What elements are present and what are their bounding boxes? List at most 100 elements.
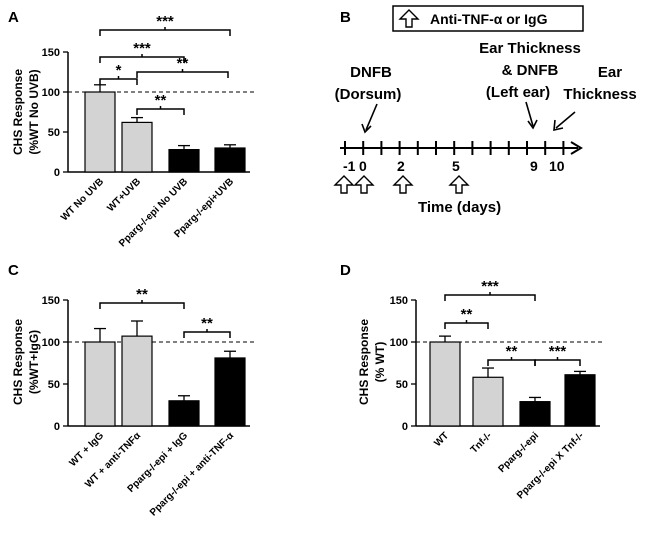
up-arrow-icon [392, 175, 414, 194]
significance-label: *** [133, 40, 151, 57]
category-label: WT+UVB [105, 176, 143, 214]
significance-label: *** [549, 343, 567, 360]
y-tick-label: 100 [390, 337, 408, 349]
significance-label: ** [506, 343, 518, 360]
significance-bracket [99, 29, 231, 36]
bar [429, 341, 461, 427]
panel-letter-b: B [340, 9, 351, 26]
significance-label: *** [481, 278, 499, 295]
significance-bracket [136, 71, 229, 78]
bar [564, 374, 596, 427]
treatment-legend-box [392, 5, 584, 32]
timeline-panel: Anti-TNF-α or IgG -1 0 2 5 9 10 Time (da… [333, 5, 637, 216]
timeline-tick-label: 10 [549, 158, 565, 174]
category-label: Tnf-/- [469, 430, 494, 455]
chart-panel-a: 0 50 100 150 CHS Response (%WT No UVB) WT No U… [11, 13, 255, 249]
timeline-tick-label: 2 [397, 158, 405, 174]
significance-label: ** [155, 92, 167, 109]
category-label: WT [432, 430, 451, 449]
y-tick-label: 150 [390, 295, 408, 307]
y-tick-label: 100 [42, 87, 60, 99]
bar [121, 335, 153, 427]
event-label: DNFB [350, 64, 392, 81]
significance-bracket [99, 78, 138, 85]
event-pointer [555, 111, 576, 129]
panel-letter-c: C [8, 262, 19, 279]
bar [472, 376, 504, 427]
bar [519, 401, 551, 427]
bar [84, 341, 116, 427]
treatment-arrow [448, 175, 470, 194]
y-tick-label: 50 [48, 127, 60, 139]
significance-bracket [487, 359, 536, 366]
y-axis-label: CHS Response [357, 319, 371, 405]
event-pointer [365, 103, 378, 131]
y-tick-label: 50 [396, 379, 408, 391]
y-tick-label: 0 [402, 421, 408, 433]
treatment-arrow [392, 175, 414, 194]
up-arrow-icon [353, 175, 375, 194]
y-tick-label: 0 [54, 421, 60, 433]
category-label: Pparg-/-epi + anti-TNF-α [148, 430, 237, 519]
treatment-arrow [333, 175, 355, 194]
significance-label: ** [136, 286, 148, 303]
y-axis-label: (%WT No UVB) [27, 69, 41, 154]
significance-label: * [116, 62, 122, 79]
event-pointer-head [527, 119, 538, 130]
treatment-legend-label: Anti-TNF-α or IgG [430, 11, 548, 27]
up-arrow-icon [398, 9, 420, 28]
panel-letter-d: D [340, 262, 351, 279]
treatment-arrow [353, 175, 375, 194]
y-tick-label: 0 [54, 167, 60, 179]
timeline-tick-label: 5 [452, 158, 460, 174]
bar [168, 149, 200, 173]
event-label: Ear Thickness [479, 40, 581, 57]
y-axis-label: (% WT) [373, 342, 387, 383]
event-label: Ear [598, 64, 622, 81]
event-label: (Dorsum) [335, 86, 402, 103]
panel-letter-a: A [8, 9, 19, 26]
y-tick-label: 50 [48, 379, 60, 391]
up-arrow-icon [333, 175, 355, 194]
event-label: (Left ear) [486, 84, 550, 101]
significance-bracket [534, 359, 581, 366]
bar [214, 147, 246, 173]
y-tick-label: 150 [42, 295, 60, 307]
bar [84, 91, 116, 173]
event-label: & DNFB [502, 62, 559, 79]
significance-bracket [183, 331, 231, 338]
significance-bracket [136, 108, 185, 115]
timeline-tick-label: 0 [359, 158, 367, 174]
timeline-tick-label: -1 [343, 158, 356, 174]
significance-bracket [99, 302, 185, 309]
bar [168, 400, 200, 427]
timeline-arrowhead [570, 141, 583, 155]
bar [214, 357, 246, 427]
event-pointer [525, 101, 534, 127]
y-axis-label: (%WT+IgG) [27, 330, 41, 394]
category-label: Pparg-/-epi [496, 430, 541, 475]
y-axis-label: CHS Response [11, 319, 25, 405]
event-pointer-head [361, 123, 372, 134]
event-pointer-head [553, 119, 564, 132]
significance-label: *** [156, 13, 174, 30]
chart-panel-d: 0 50 100 150 CHS Response (% WT) WT Tnf-/- Pparg… [357, 278, 605, 501]
significance-bracket [444, 322, 489, 329]
timeline-axis-label: Time (days) [418, 199, 501, 216]
significance-label: ** [461, 306, 473, 323]
category-label: WT + IgG [68, 430, 107, 469]
significance-bracket [444, 294, 536, 301]
significance-label: ** [177, 55, 189, 72]
category-label: WT No UVB [59, 176, 106, 223]
bar [121, 121, 153, 173]
timeline-ticks [344, 141, 565, 155]
y-tick-label: 100 [42, 337, 60, 349]
y-axis-label: CHS Response [11, 69, 25, 155]
event-label: Thickness [563, 86, 636, 103]
timeline-tick-label: 9 [530, 158, 538, 174]
y-tick-label: 150 [42, 47, 60, 59]
significance-label: ** [201, 315, 213, 332]
up-arrow-icon [448, 175, 470, 194]
